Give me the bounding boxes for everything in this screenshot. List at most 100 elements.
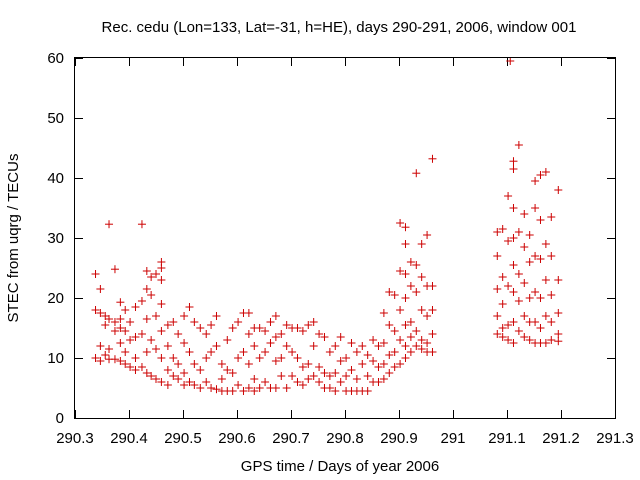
data-point xyxy=(514,141,523,149)
data-point xyxy=(288,348,297,356)
data-point xyxy=(342,372,351,380)
data-point xyxy=(137,220,146,229)
data-point xyxy=(417,240,426,248)
data-point xyxy=(412,342,421,350)
data-point xyxy=(228,369,237,377)
x-tick-label: 290.5 xyxy=(164,430,202,447)
data-point xyxy=(234,318,243,326)
data-point xyxy=(428,348,437,356)
x-tick-label: 290.7 xyxy=(272,430,310,447)
data-point xyxy=(244,330,253,338)
data-point xyxy=(396,219,405,227)
data-point xyxy=(406,318,415,326)
data-point xyxy=(390,327,399,335)
data-point xyxy=(498,300,507,308)
data-point xyxy=(217,360,226,368)
data-point xyxy=(525,336,534,344)
data-point xyxy=(412,327,421,335)
data-point xyxy=(423,312,432,320)
data-point xyxy=(212,342,221,350)
data-point xyxy=(190,360,199,368)
data-point xyxy=(277,354,286,362)
data-point xyxy=(352,375,361,383)
data-point xyxy=(390,291,399,299)
data-point xyxy=(261,378,270,386)
data-point xyxy=(536,255,545,263)
x-axis-ticks: 290.3 290.4 290.5 290.6 290.7 290.8 290.9 291 29… xyxy=(56,58,634,447)
data-point xyxy=(504,336,513,344)
data-point xyxy=(131,354,140,362)
data-point xyxy=(152,312,160,320)
data-point xyxy=(309,372,318,380)
data-point xyxy=(255,384,264,392)
data-point xyxy=(428,282,437,290)
data-point xyxy=(202,354,211,362)
data-point xyxy=(320,333,329,341)
data-point xyxy=(379,309,388,317)
data-point xyxy=(514,228,523,236)
data-point xyxy=(96,309,105,317)
data-point xyxy=(277,372,286,380)
x-axis-label: GPS time / Days of year 2006 xyxy=(241,458,439,475)
data-point xyxy=(298,381,307,389)
data-point xyxy=(331,369,340,377)
y-tick-label: 30 xyxy=(47,230,64,247)
data-point xyxy=(152,375,160,383)
data-point xyxy=(304,360,313,368)
data-point xyxy=(509,234,518,242)
data-point xyxy=(157,300,166,308)
data-point xyxy=(309,342,318,350)
data-point xyxy=(363,387,372,395)
data-point xyxy=(223,366,232,374)
data-point xyxy=(369,336,378,344)
data-point xyxy=(266,339,275,347)
data-point xyxy=(174,330,183,338)
data-point xyxy=(163,381,172,389)
data-point xyxy=(498,333,507,341)
data-point xyxy=(239,387,248,395)
data-point xyxy=(506,57,515,65)
data-point xyxy=(525,258,534,266)
data-point xyxy=(520,243,529,251)
data-point xyxy=(163,321,172,329)
x-tick-label: 291.2 xyxy=(542,430,580,447)
data-point xyxy=(547,213,556,221)
data-point xyxy=(547,252,556,260)
data-point xyxy=(207,348,216,356)
data-point xyxy=(423,231,432,239)
data-point xyxy=(223,336,232,344)
data-point xyxy=(315,330,324,338)
data-point xyxy=(234,354,243,362)
data-point xyxy=(105,315,114,323)
data-point xyxy=(504,192,513,200)
x-tick-label: 290.9 xyxy=(380,430,418,447)
data-point xyxy=(298,327,307,335)
data-point xyxy=(541,312,550,320)
data-point xyxy=(336,378,345,386)
data-point xyxy=(520,312,529,320)
data-point xyxy=(250,342,259,350)
data-point xyxy=(282,342,291,350)
data-point xyxy=(347,339,356,347)
data-point xyxy=(131,303,140,311)
data-point xyxy=(358,342,367,350)
data-point xyxy=(423,339,432,347)
data-point xyxy=(110,355,119,364)
data-point xyxy=(91,354,100,362)
data-point xyxy=(504,321,513,329)
data-point xyxy=(396,306,405,314)
data-point xyxy=(504,282,513,290)
data-point xyxy=(228,387,237,395)
data-point xyxy=(412,169,421,178)
data-point xyxy=(116,339,125,347)
data-point xyxy=(147,336,156,344)
data-point xyxy=(101,351,110,359)
data-point xyxy=(374,342,383,350)
data-point xyxy=(315,363,324,371)
data-point xyxy=(121,306,130,314)
data-point xyxy=(234,381,243,389)
data-point xyxy=(331,387,340,395)
data-point xyxy=(96,342,105,350)
data-point xyxy=(406,258,415,266)
data-point xyxy=(163,342,172,350)
